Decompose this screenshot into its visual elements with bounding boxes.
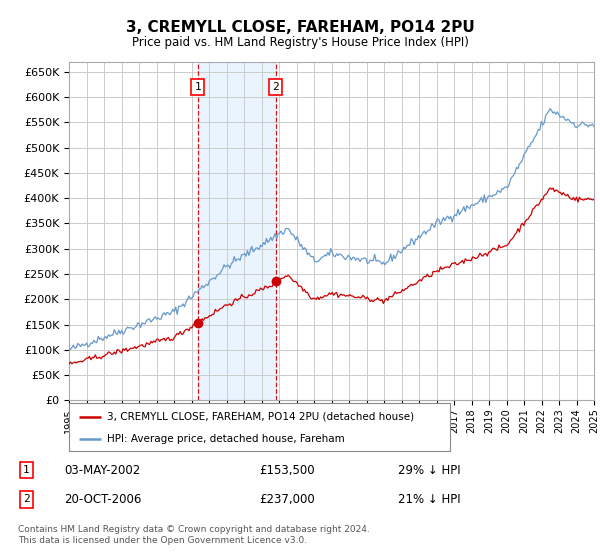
Text: 3, CREMYLL CLOSE, FAREHAM, PO14 2PU (detached house): 3, CREMYLL CLOSE, FAREHAM, PO14 2PU (det… [107, 412, 414, 422]
Bar [197, 62, 275, 400]
Text: 1: 1 [194, 82, 201, 92]
Text: Price paid vs. HM Land Registry's House Price Index (HPI): Price paid vs. HM Land Registry's House … [131, 36, 469, 49]
Text: £237,000: £237,000 [260, 493, 316, 506]
Text: 1: 1 [23, 465, 30, 475]
Text: 2: 2 [272, 82, 279, 92]
Text: 03-MAY-2002: 03-MAY-2002 [64, 464, 140, 477]
Text: £153,500: £153,500 [260, 464, 316, 477]
Text: 20-OCT-2006: 20-OCT-2006 [64, 493, 141, 506]
Text: 2: 2 [23, 494, 30, 505]
Text: 21% ↓ HPI: 21% ↓ HPI [398, 493, 461, 506]
FancyBboxPatch shape [69, 403, 450, 451]
Text: 3, CREMYLL CLOSE, FAREHAM, PO14 2PU: 3, CREMYLL CLOSE, FAREHAM, PO14 2PU [125, 20, 475, 35]
Text: 29% ↓ HPI: 29% ↓ HPI [398, 464, 461, 477]
Text: HPI: Average price, detached house, Fareham: HPI: Average price, detached house, Fare… [107, 434, 345, 444]
Text: Contains HM Land Registry data © Crown copyright and database right 2024.
This d: Contains HM Land Registry data © Crown c… [18, 525, 370, 545]
